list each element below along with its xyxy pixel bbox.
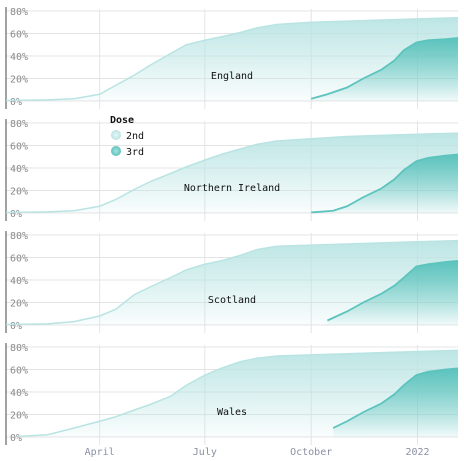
legend-label-3rd: 3rd (126, 147, 144, 158)
y-tick-northern-ireland-4: 80% (10, 119, 28, 130)
legend-title: Dose (110, 115, 134, 126)
x-tick-3: 2022 (405, 447, 429, 458)
line-dose2-wales (17, 349, 459, 438)
y-tick-england-3: 60% (10, 30, 28, 41)
y-tick-wales-1: 20% (10, 411, 28, 422)
legend-swatch-3rd (111, 146, 121, 156)
y-tick-scotland-3: 60% (10, 254, 28, 265)
area-dose2-scotland (6, 240, 458, 325)
y-tick-wales-0: 0% (10, 433, 22, 444)
area-dose3-wales (333, 368, 458, 437)
area-dose2-wales (17, 350, 459, 437)
line-dose3-england (310, 37, 459, 100)
area-dose3-northern-ireland (311, 154, 458, 213)
y-tick-scotland-4: 80% (10, 231, 28, 242)
area-dose3-england (311, 38, 458, 101)
line-dose2-northern-ireland (5, 132, 459, 214)
facet-label-northern-ireland: Northern Ireland (184, 183, 280, 194)
facet-england: 0% 20% 40% 60% 80% England (5, 7, 459, 109)
y-tick-scotland-0: 0% (10, 321, 22, 332)
facet-wales: 0% 20% 40% 60% 80% Wales (5, 343, 459, 445)
y-tick-northern-ireland-2: 40% (10, 164, 28, 175)
x-axis: April July October 2022 (85, 447, 430, 458)
x-tick-1: July (193, 447, 217, 458)
y-tick-northern-ireland-0: 0% (10, 209, 22, 220)
line-dose2-england (5, 17, 459, 102)
x-tick-0: April (85, 447, 115, 458)
y-tick-northern-ireland-3: 60% (10, 142, 28, 153)
line-dose3-wales (332, 367, 459, 429)
facet-label-scotland: Scotland (208, 295, 256, 306)
y-tick-wales-2: 40% (10, 388, 28, 399)
y-tick-wales-3: 60% (10, 366, 28, 377)
legend: Dose 2nd 3rd (110, 115, 144, 158)
y-tick-england-2: 40% (10, 52, 28, 63)
x-tick-2: October (290, 447, 332, 458)
area-dose2-england (6, 17, 458, 101)
area-dose3-scotland (327, 260, 458, 325)
y-tick-scotland-1: 20% (10, 299, 28, 310)
line-dose3-scotland (326, 259, 459, 322)
line-dose2-scotland (5, 239, 459, 326)
facet-label-wales: Wales (217, 407, 247, 418)
y-tick-wales-4: 80% (10, 343, 28, 354)
legend-label-2nd: 2nd (126, 131, 144, 142)
facet-label-england: England (211, 71, 253, 82)
y-tick-england-0: 0% (10, 97, 22, 108)
legend-swatch-2nd (111, 130, 121, 140)
line-dose3-northern-ireland (311, 153, 459, 214)
facet-scotland: 0% 20% 40% 60% 80% Scotland (5, 231, 459, 333)
area-dose2-northern-ireland (6, 133, 458, 213)
facet-northern-ireland: 0% 20% 40% 60% 80% Northern Ireland (5, 119, 459, 221)
y-tick-england-1: 20% (10, 75, 28, 86)
y-tick-northern-ireland-1: 20% (10, 187, 28, 198)
y-tick-scotland-2: 40% (10, 276, 28, 287)
y-tick-england-4: 80% (10, 7, 28, 18)
